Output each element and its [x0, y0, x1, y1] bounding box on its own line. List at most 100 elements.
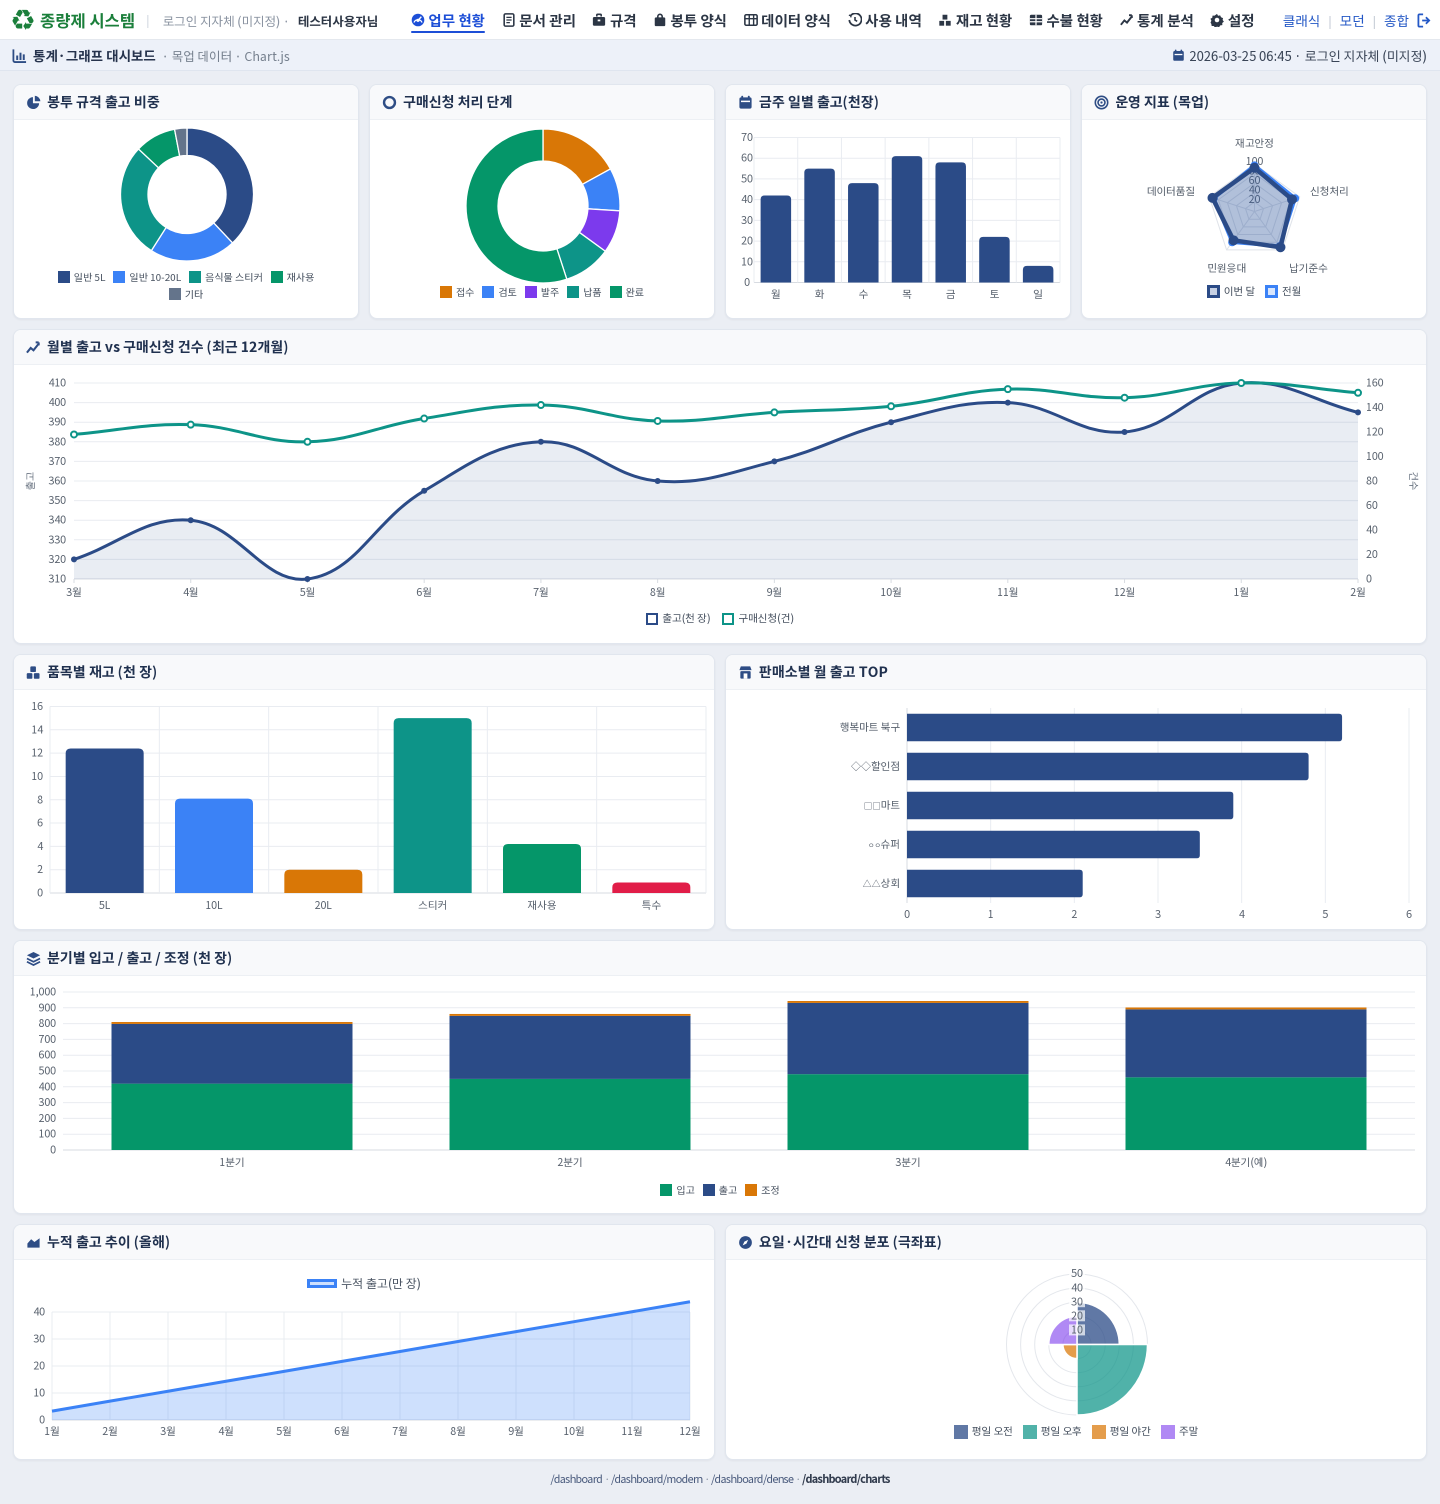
svg-text:1,000: 1,000 [30, 985, 56, 1000]
svg-text:목: 목 [902, 287, 912, 302]
svg-text:0: 0 [37, 886, 43, 901]
svg-text:160: 160 [1366, 376, 1384, 391]
svg-text:금: 금 [946, 287, 956, 302]
svg-text:일: 일 [1033, 287, 1043, 302]
svg-text:2월: 2월 [1350, 585, 1366, 600]
svg-text:5월: 5월 [300, 585, 316, 600]
svg-text:100: 100 [1366, 449, 1384, 464]
svg-text:5월: 5월 [276, 1424, 292, 1439]
svg-text:40: 40 [1249, 182, 1261, 197]
svg-text:2: 2 [1071, 907, 1077, 922]
svg-text:건수: 건수 [1407, 472, 1422, 490]
svg-text:60: 60 [741, 151, 753, 166]
svg-text:4분기(예): 4분기(예) [1225, 1155, 1267, 1170]
svg-text:50: 50 [741, 171, 753, 186]
svg-text:40: 40 [741, 192, 753, 207]
svg-text:9월: 9월 [508, 1424, 524, 1439]
svg-text:특수: 특수 [642, 898, 661, 913]
svg-text:310: 310 [49, 572, 67, 587]
svg-text:납기준수: 납기준수 [1289, 261, 1328, 276]
svg-text:8월: 8월 [650, 585, 666, 600]
svg-text:신청처리: 신청처리 [1310, 184, 1349, 199]
svg-text:16: 16 [31, 699, 43, 714]
svg-text:12: 12 [31, 746, 43, 761]
svg-text:□□마트: □□마트 [864, 798, 900, 813]
svg-text:340: 340 [49, 513, 67, 528]
svg-text:4월: 4월 [183, 585, 199, 600]
svg-text:11월: 11월 [621, 1424, 642, 1439]
svg-text:10: 10 [33, 1386, 45, 1401]
svg-text:3월: 3월 [66, 585, 82, 600]
svg-text:700: 700 [39, 1032, 57, 1047]
svg-text:2월: 2월 [102, 1424, 118, 1439]
svg-text:0: 0 [1366, 572, 1372, 587]
svg-text:6: 6 [37, 816, 43, 831]
svg-text:0: 0 [50, 1143, 56, 1158]
svg-text:40: 40 [1071, 1280, 1083, 1295]
svg-text:재사용: 재사용 [528, 898, 557, 913]
svg-text:60: 60 [1249, 173, 1261, 188]
svg-text:20L: 20L [315, 898, 333, 913]
svg-text:3월: 3월 [160, 1424, 176, 1439]
svg-text:6월: 6월 [416, 585, 432, 600]
svg-text:8: 8 [37, 792, 43, 807]
svg-text:100: 100 [39, 1127, 57, 1142]
svg-text:1월: 1월 [44, 1424, 60, 1439]
svg-text:월: 월 [771, 287, 781, 302]
svg-text:3분기: 3분기 [895, 1155, 920, 1170]
svg-text:◇◇할인점: ◇◇할인점 [851, 758, 900, 774]
svg-text:0: 0 [904, 907, 910, 922]
svg-text:30: 30 [33, 1332, 45, 1347]
svg-text:60: 60 [1366, 498, 1378, 513]
svg-text:20: 20 [1071, 1309, 1083, 1324]
svg-text:데이터품질: 데이터품질 [1147, 184, 1195, 199]
svg-text:6월: 6월 [334, 1424, 350, 1439]
svg-text:330: 330 [49, 532, 67, 547]
svg-text:800: 800 [39, 1016, 57, 1031]
svg-text:20: 20 [1249, 192, 1261, 207]
svg-text:스티커: 스티커 [418, 898, 447, 913]
svg-text:140: 140 [1366, 400, 1384, 415]
svg-text:출고: 출고 [22, 472, 37, 490]
svg-text:30: 30 [741, 213, 753, 228]
svg-text:12월: 12월 [1114, 585, 1135, 600]
svg-text:70: 70 [741, 130, 753, 145]
svg-text:4: 4 [1239, 907, 1246, 922]
svg-text:토: 토 [990, 287, 1000, 302]
svg-text:10: 10 [741, 254, 753, 269]
svg-text:200: 200 [39, 1111, 57, 1126]
svg-text:30: 30 [1071, 1294, 1083, 1309]
svg-text:5L: 5L [99, 898, 111, 913]
svg-text:320: 320 [49, 552, 67, 567]
svg-text:600: 600 [39, 1048, 57, 1063]
svg-text:120: 120 [1366, 425, 1384, 440]
svg-text:400: 400 [49, 395, 67, 410]
svg-text:9월: 9월 [767, 585, 783, 600]
svg-text:수: 수 [858, 287, 868, 302]
svg-text:100: 100 [1246, 154, 1264, 169]
svg-text:20: 20 [1366, 547, 1378, 562]
svg-text:40: 40 [33, 1305, 45, 1320]
svg-text:△△상회: △△상회 [863, 876, 900, 891]
svg-text:0: 0 [744, 275, 750, 290]
svg-text:6: 6 [1406, 907, 1412, 922]
svg-text:민원응대: 민원응대 [1207, 261, 1246, 276]
svg-text:10: 10 [31, 769, 43, 784]
svg-text:10: 10 [1071, 1323, 1083, 1338]
svg-text:380: 380 [49, 434, 67, 449]
svg-text:80: 80 [1366, 474, 1378, 489]
svg-text:7월: 7월 [392, 1424, 408, 1439]
svg-text:4월: 4월 [218, 1424, 234, 1439]
svg-text:화: 화 [815, 287, 825, 302]
svg-text:3: 3 [1155, 907, 1161, 922]
svg-text:10월: 10월 [880, 585, 901, 600]
svg-text:10L: 10L [205, 898, 223, 913]
svg-text:40: 40 [1366, 523, 1378, 538]
svg-text:1월: 1월 [1234, 585, 1250, 600]
svg-text:5: 5 [1322, 907, 1328, 922]
svg-text:1분기: 1분기 [219, 1155, 244, 1170]
svg-text:ㅇㅇ슈퍼: ㅇㅇ슈퍼 [868, 837, 900, 852]
svg-text:400: 400 [39, 1079, 57, 1094]
svg-text:4: 4 [37, 839, 44, 854]
svg-text:행복마트 북구: 행복마트 북구 [840, 720, 900, 735]
